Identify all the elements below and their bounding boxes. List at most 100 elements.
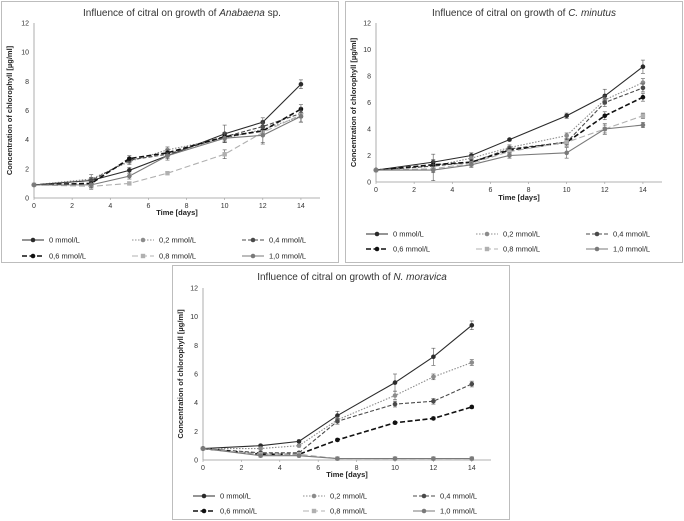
legend-marker xyxy=(311,508,317,514)
x-tick-label: 4 xyxy=(278,465,282,472)
legend-label: 0,6 mmol/L xyxy=(220,507,257,516)
data-point xyxy=(564,140,569,145)
legend-label: 0 mmol/L xyxy=(49,236,80,245)
x-tick-label: 0 xyxy=(32,203,36,210)
y-tick-label: 8 xyxy=(367,74,371,81)
x-tick-label: 0 xyxy=(374,187,378,194)
chart-title: Influence of citral on growth of N. mora… xyxy=(257,272,447,283)
x-tick-label: 10 xyxy=(391,465,399,472)
y-tick-label: 4 xyxy=(25,137,29,144)
chart-panel-anabaena: Influence of citral on growth of Anabaen… xyxy=(1,1,339,263)
data-point xyxy=(222,152,227,157)
data-point xyxy=(298,114,304,119)
series-line xyxy=(202,324,473,450)
series-1 xyxy=(200,359,475,451)
data-point xyxy=(640,64,646,70)
legend-marker xyxy=(140,253,146,259)
legend-label: 1,0 mmol/L xyxy=(440,507,477,516)
y-tick-label: 0 xyxy=(25,196,29,203)
data-point xyxy=(296,443,302,448)
data-point xyxy=(31,182,37,188)
data-point xyxy=(469,360,475,365)
data-point xyxy=(564,113,569,119)
legend-label: 0,8 mmol/L xyxy=(503,245,540,254)
data-point xyxy=(298,81,304,87)
data-point xyxy=(392,456,398,461)
chart-title: Influence of citral on growth of Anabaen… xyxy=(83,8,281,19)
data-point xyxy=(431,398,436,404)
x-tick-label: 6 xyxy=(146,203,150,210)
series-5 xyxy=(373,122,646,181)
data-point xyxy=(258,446,263,451)
data-point xyxy=(640,113,646,118)
legend-marker xyxy=(201,493,207,499)
data-point xyxy=(335,456,340,461)
series-line xyxy=(375,96,644,171)
data-point xyxy=(222,135,227,141)
legend-marker xyxy=(30,253,36,259)
legend-label: 0,2 mmol/L xyxy=(330,492,367,501)
legend-label: 0 mmol/L xyxy=(393,230,424,239)
data-point xyxy=(392,380,398,385)
legend-label: 0,4 mmol/L xyxy=(440,492,477,501)
legend-marker xyxy=(594,231,600,237)
y-tick-label: 10 xyxy=(190,314,198,321)
data-point xyxy=(296,453,302,458)
y-tick-label: 12 xyxy=(21,21,29,28)
chart-anabaena: Influence of citral on growth of Anabaen… xyxy=(5,8,320,261)
x-tick-label: 12 xyxy=(601,187,609,194)
data-point xyxy=(431,374,436,380)
legend-marker xyxy=(484,231,490,237)
data-point xyxy=(392,401,398,407)
y-tick-label: 8 xyxy=(25,79,29,86)
x-tick-label: 14 xyxy=(468,465,476,472)
data-point xyxy=(602,126,608,132)
series-5 xyxy=(200,446,475,461)
series-line xyxy=(203,362,472,450)
x-tick-label: 2 xyxy=(70,203,74,210)
chart-panel-c-minutus: Influence of citral on growth of C. minu… xyxy=(345,1,683,263)
x-tick-label: 2 xyxy=(239,465,243,472)
y-tick-label: 12 xyxy=(190,286,198,293)
data-point xyxy=(431,354,436,360)
y-tick-label: 10 xyxy=(363,47,371,54)
data-point xyxy=(127,156,132,161)
x-tick-label: 12 xyxy=(430,465,438,472)
x-tick-label: 4 xyxy=(450,187,454,194)
y-tick-label: 2 xyxy=(25,166,29,173)
y-tick-label: 6 xyxy=(25,108,29,115)
data-point xyxy=(431,416,436,421)
y-tick-label: 2 xyxy=(367,153,371,160)
legend-marker xyxy=(250,253,256,259)
x-tick-label: 6 xyxy=(488,187,492,194)
x-tick-label: 14 xyxy=(297,203,305,210)
legend-label: 0,2 mmol/L xyxy=(159,236,196,245)
chart-c-minutus: Influence of citral on growth of C. minu… xyxy=(349,8,662,254)
x-tick-label: 0 xyxy=(201,465,205,472)
y-axis-label: Concentration of chlorophyll [µg/ml] xyxy=(176,309,185,439)
data-point xyxy=(165,153,170,159)
legend-marker xyxy=(311,493,317,499)
series-4 xyxy=(373,112,646,174)
data-point xyxy=(469,381,475,387)
y-tick-label: 4 xyxy=(367,127,371,134)
x-tick-label: 10 xyxy=(563,187,571,194)
y-tick-label: 6 xyxy=(367,100,371,107)
chart-n-moravica: Influence of citral on growth of N. mora… xyxy=(176,272,491,516)
data-point xyxy=(564,150,569,156)
data-point xyxy=(430,167,436,173)
data-point xyxy=(431,456,436,461)
data-point xyxy=(640,122,646,128)
data-point xyxy=(640,85,646,91)
data-point xyxy=(602,113,608,119)
legend-marker xyxy=(374,246,380,252)
data-point xyxy=(469,322,475,328)
data-point xyxy=(507,153,512,158)
data-point xyxy=(373,167,379,173)
data-point xyxy=(296,439,302,444)
data-point xyxy=(469,404,475,410)
chart-title: Influence of citral on growth of C. minu… xyxy=(432,8,616,19)
chart-panel-n-moravica: Influence of citral on growth of N. mora… xyxy=(172,265,510,520)
y-tick-label: 2 xyxy=(194,429,198,436)
data-point xyxy=(127,167,132,173)
